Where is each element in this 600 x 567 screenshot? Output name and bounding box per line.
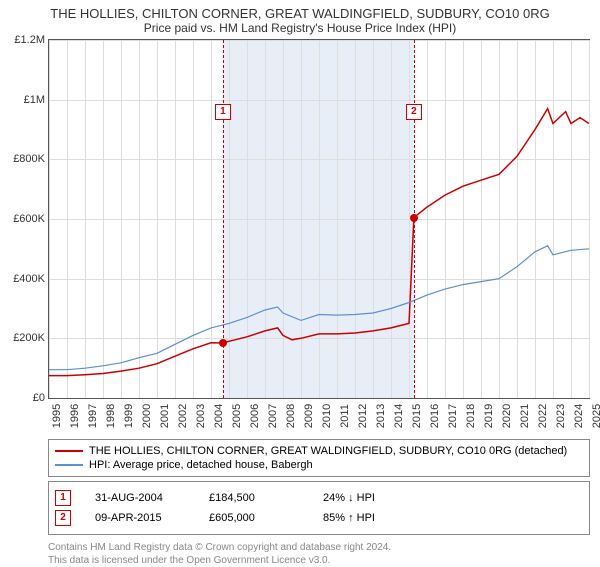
y-axis-label: £600K bbox=[13, 213, 49, 225]
series-hpi bbox=[49, 246, 589, 370]
x-axis-label: 2002 bbox=[175, 404, 189, 428]
x-axis-label: 2025 bbox=[589, 404, 600, 428]
gridline-v bbox=[589, 40, 590, 398]
legend-label: HPI: Average price, detached house, Babe… bbox=[89, 459, 313, 471]
event-price: £605,000 bbox=[209, 512, 299, 524]
series-property bbox=[49, 109, 589, 376]
event-row-marker: 2 bbox=[55, 510, 71, 526]
x-axis-label: 2015 bbox=[409, 404, 423, 428]
events-box: 1 31-AUG-2004 £184,500 24% ↓ HPI 2 09-APR-201… bbox=[48, 481, 590, 535]
x-axis-label: 2017 bbox=[445, 404, 459, 428]
chart-lines bbox=[49, 40, 589, 398]
x-axis-label: 2001 bbox=[157, 404, 171, 428]
x-axis-label: 2013 bbox=[373, 404, 387, 428]
plot-area: £0£200K£400K£600K£800K£1M£1.2M1995199619… bbox=[48, 39, 590, 399]
event-row: 1 31-AUG-2004 £184,500 24% ↓ HPI bbox=[55, 488, 583, 508]
legend-box: THE HOLLIES, CHILTON CORNER, GREAT WALDI… bbox=[48, 439, 590, 477]
event-row-marker: 1 bbox=[55, 490, 71, 506]
x-axis-label: 2022 bbox=[535, 404, 549, 428]
x-axis-label: 1996 bbox=[67, 404, 81, 428]
y-axis-label: £0 bbox=[33, 392, 49, 404]
event-price: £184,500 bbox=[209, 492, 299, 504]
x-axis-label: 2010 bbox=[319, 404, 333, 428]
legend-item: HPI: Average price, detached house, Babe… bbox=[55, 458, 583, 472]
footer-text: Contains HM Land Registry data © Crown c… bbox=[48, 541, 590, 567]
x-axis-label: 2007 bbox=[265, 404, 279, 428]
y-axis-label: £400K bbox=[13, 273, 49, 285]
x-axis-label: 2006 bbox=[247, 404, 261, 428]
x-axis-label: 2012 bbox=[355, 404, 369, 428]
event-marker-2: 2 bbox=[406, 104, 422, 120]
y-axis-label: £200K bbox=[13, 332, 49, 344]
legend-swatch bbox=[55, 450, 83, 452]
x-axis-label: 2020 bbox=[499, 404, 513, 428]
legend-swatch bbox=[55, 464, 83, 466]
x-axis-label: 2004 bbox=[211, 404, 225, 428]
x-axis-label: 2023 bbox=[553, 404, 567, 428]
x-axis-label: 1998 bbox=[103, 404, 117, 428]
chart-container: THE HOLLIES, CHILTON CORNER, GREAT WALDI… bbox=[0, 0, 600, 567]
x-axis-label: 1997 bbox=[85, 404, 99, 428]
x-axis-label: 2009 bbox=[301, 404, 315, 428]
x-axis-label: 2005 bbox=[229, 404, 243, 428]
y-axis-label: £1M bbox=[24, 94, 49, 106]
event-date: 31-AUG-2004 bbox=[95, 492, 185, 504]
footer-line-2: This data is licensed under the Open Gov… bbox=[48, 554, 590, 567]
x-axis-label: 2021 bbox=[517, 404, 531, 428]
chart-title: THE HOLLIES, CHILTON CORNER, GREAT WALDI… bbox=[0, 0, 600, 21]
x-axis-label: 2024 bbox=[571, 404, 585, 428]
x-axis-label: 2016 bbox=[427, 404, 441, 428]
event-delta: 24% ↓ HPI bbox=[323, 492, 413, 504]
event-marker-1: 1 bbox=[215, 104, 231, 120]
event-delta: 85% ↑ HPI bbox=[323, 512, 413, 524]
event-row: 2 09-APR-2015 £605,000 85% ↑ HPI bbox=[55, 508, 583, 528]
event-date: 09-APR-2015 bbox=[95, 512, 185, 524]
event-dot-2 bbox=[410, 214, 418, 222]
x-axis-label: 2011 bbox=[337, 404, 351, 428]
event-dot-1 bbox=[219, 339, 227, 347]
footer-line-1: Contains HM Land Registry data © Crown c… bbox=[48, 541, 590, 554]
y-axis-label: £1.2M bbox=[14, 34, 49, 46]
x-axis-label: 2018 bbox=[463, 404, 477, 428]
x-axis-label: 2003 bbox=[193, 404, 207, 428]
y-axis-label: £800K bbox=[13, 153, 49, 165]
x-axis-label: 2019 bbox=[481, 404, 495, 428]
chart-subtitle: Price paid vs. HM Land Registry's House … bbox=[0, 21, 600, 39]
x-axis-label: 1995 bbox=[49, 404, 63, 428]
x-axis-label: 2014 bbox=[391, 404, 405, 428]
x-axis-label: 2008 bbox=[283, 404, 297, 428]
x-axis-label: 2000 bbox=[139, 404, 153, 428]
x-axis-label: 1999 bbox=[121, 404, 135, 428]
legend-item: THE HOLLIES, CHILTON CORNER, GREAT WALDI… bbox=[55, 444, 583, 458]
legend-label: THE HOLLIES, CHILTON CORNER, GREAT WALDI… bbox=[89, 445, 567, 457]
